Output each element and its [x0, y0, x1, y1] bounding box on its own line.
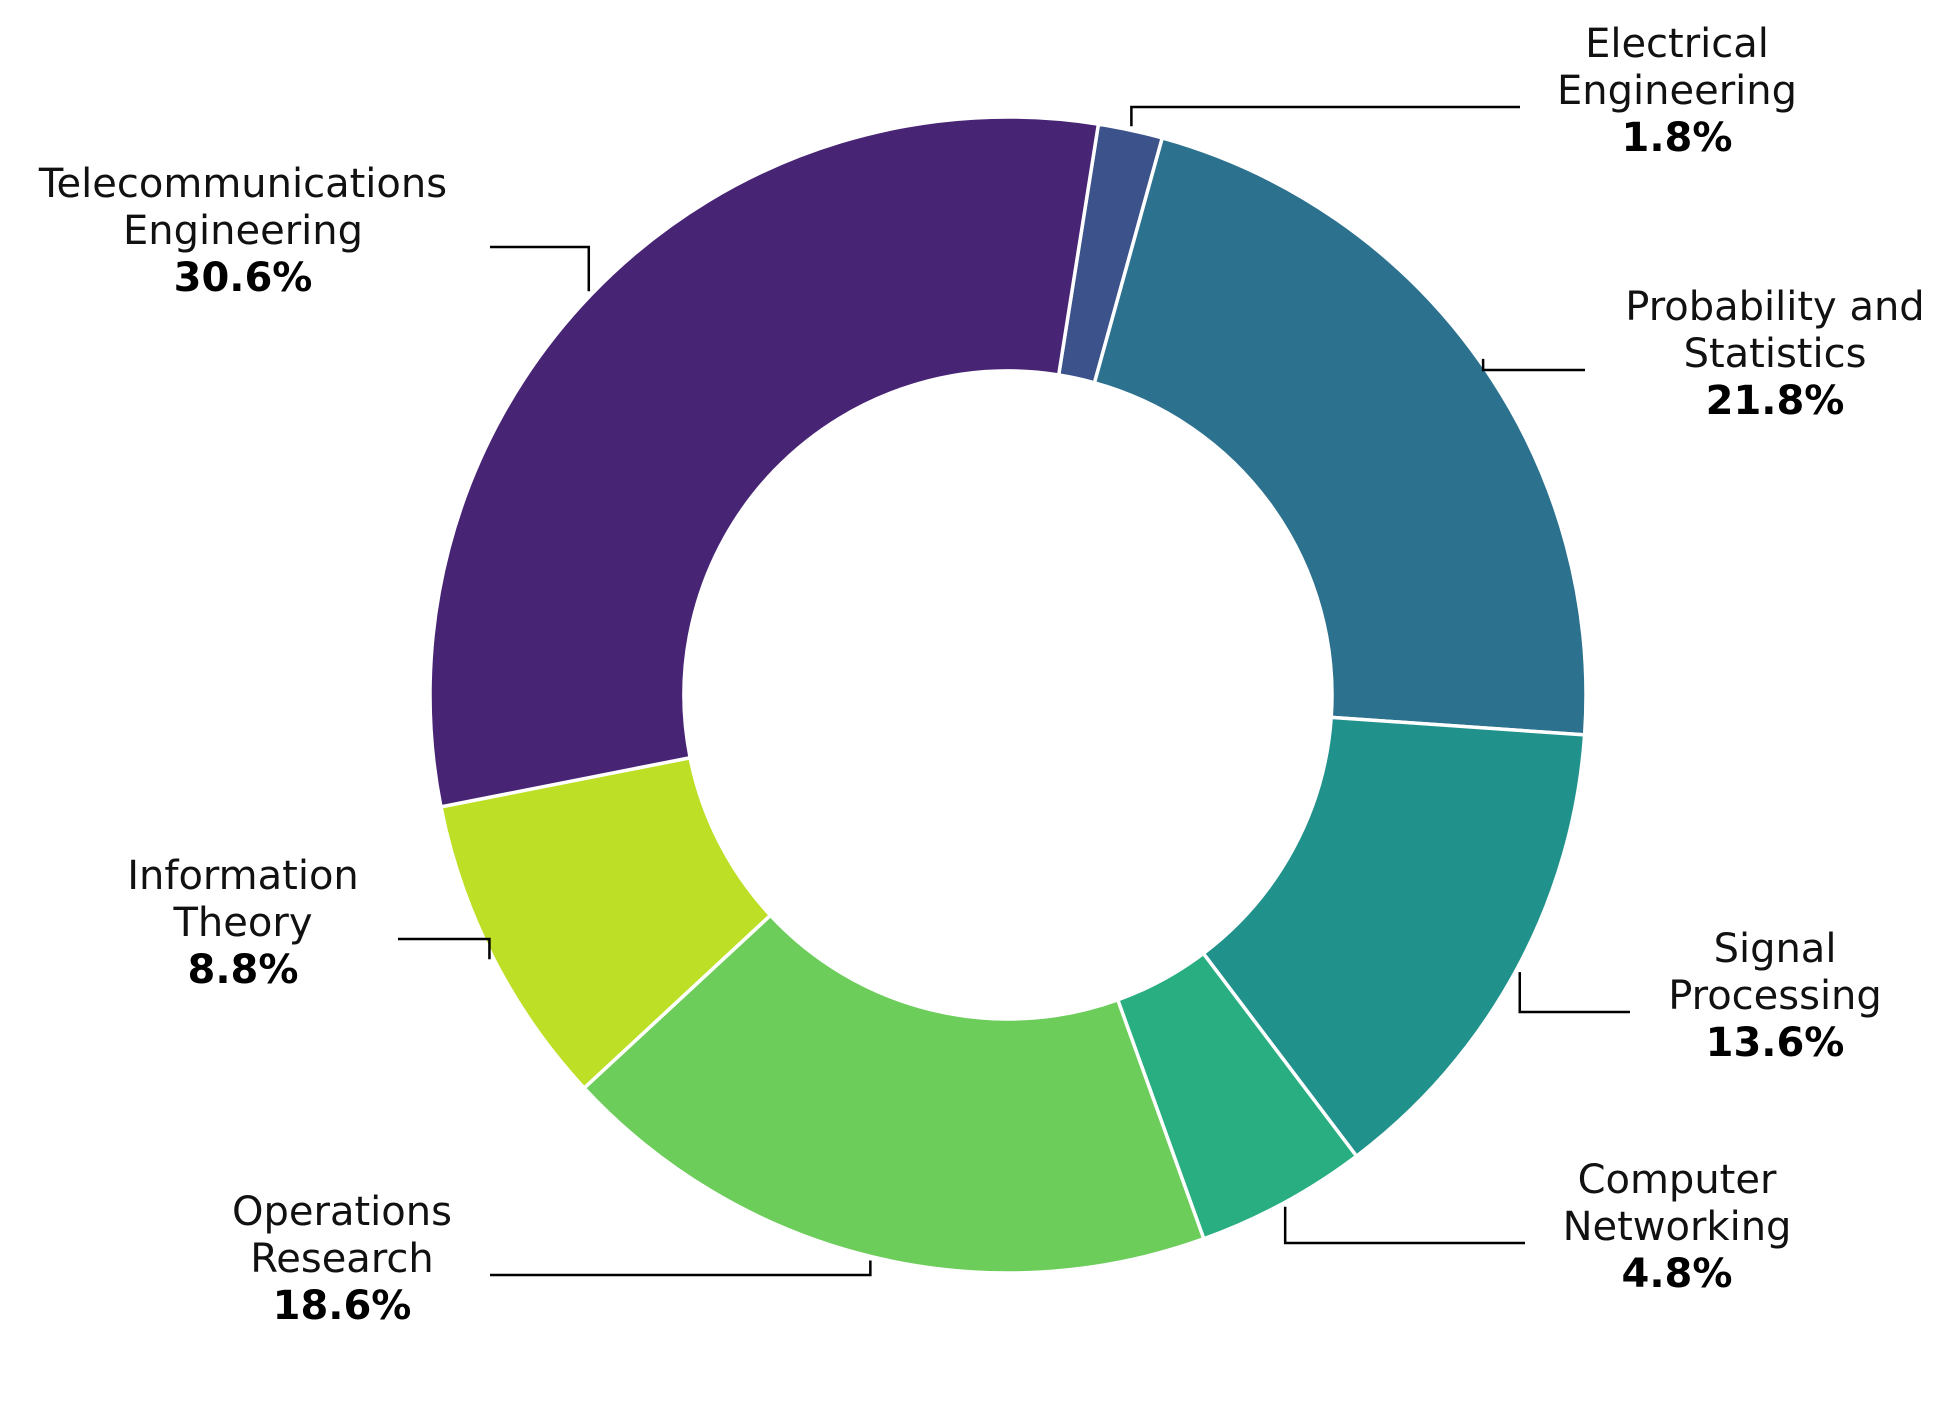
- slice-label-5-line-1: Theory: [173, 900, 313, 946]
- donut-slice-2: [1200, 715, 1587, 1159]
- slice-label-3-line-0: Computer: [1578, 1157, 1777, 1203]
- slice-label-3-line-1: Networking: [1563, 1204, 1792, 1250]
- slice-label-6-line-1: Engineering: [123, 208, 363, 254]
- slice-percent-3: 4.8%: [1622, 1251, 1733, 1297]
- slice-percent-4: 18.6%: [273, 1283, 412, 1329]
- slice-label-5-line-0: Information: [127, 853, 359, 899]
- slice-label-0-line-0: Electrical: [1585, 21, 1769, 67]
- slice-label-0-line-1: Engineering: [1557, 68, 1797, 114]
- slice-label-4-line-0: Operations: [232, 1189, 452, 1235]
- slice-percent-5: 8.8%: [188, 947, 299, 993]
- slice-label-6-line-0: Telecommunications: [38, 161, 447, 207]
- slice-percent-6: 30.6%: [174, 255, 313, 301]
- donut-slice-1: [1092, 135, 1588, 737]
- slice-group: [428, 115, 1588, 1275]
- leader-line-5: [398, 937, 491, 960]
- slice-label-2-line-1: Processing: [1668, 973, 1882, 1019]
- slice-label-1-line-1: Statistics: [1684, 331, 1867, 377]
- slice-percent-1: 21.8%: [1706, 378, 1845, 424]
- slice-percent-2: 13.6%: [1706, 1020, 1845, 1066]
- leader-line-3: [1283, 1206, 1525, 1245]
- donut-slice-4: [581, 912, 1207, 1275]
- leader-line-6: [490, 245, 591, 292]
- slice-label-2-line-0: Signal: [1714, 926, 1837, 972]
- donut-slice-6: [428, 115, 1101, 809]
- leader-line-0: [1130, 105, 1520, 127]
- slice-label-1-line-0: Probability and: [1625, 284, 1924, 330]
- leader-line-1: [1481, 358, 1585, 372]
- slice-label-4-line-1: Research: [250, 1236, 433, 1282]
- slice-percent-0: 1.8%: [1622, 115, 1733, 161]
- leader-line-4: [490, 1260, 872, 1277]
- leader-line-2: [1518, 972, 1630, 1014]
